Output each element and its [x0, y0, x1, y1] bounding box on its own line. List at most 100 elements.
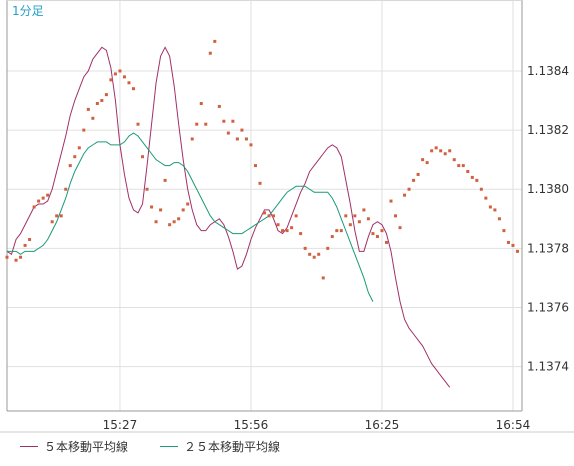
price-point — [303, 246, 307, 250]
price-point — [213, 39, 217, 43]
price-point — [290, 226, 294, 230]
y-tick-label: 1.1376 — [527, 301, 569, 315]
price-point — [493, 208, 497, 212]
price-point — [263, 211, 266, 215]
price-point — [380, 229, 384, 233]
price-point — [403, 193, 407, 197]
price-point — [154, 220, 158, 224]
price-point — [118, 69, 122, 73]
chart-title: 1分足 — [12, 4, 44, 18]
price-point — [326, 246, 330, 250]
price-point — [77, 146, 81, 150]
y-tick-label: 1.1384 — [527, 64, 569, 78]
price-point — [488, 205, 492, 209]
price-point — [497, 217, 501, 221]
price-point — [502, 229, 506, 233]
price-point — [511, 243, 515, 247]
price-point — [141, 155, 145, 159]
price-point — [267, 214, 271, 218]
price-point — [448, 149, 452, 153]
y-tick-label: 1.1380 — [527, 182, 569, 196]
price-point — [235, 137, 239, 141]
price-point — [312, 255, 316, 259]
price-point — [95, 101, 99, 105]
price-point — [244, 137, 248, 141]
price-point — [104, 93, 108, 97]
price-point — [109, 78, 113, 82]
price-point — [163, 178, 167, 182]
price-point — [452, 158, 456, 162]
price-point — [258, 181, 262, 185]
price-point — [5, 255, 9, 259]
price-point — [506, 240, 510, 244]
price-point — [412, 178, 416, 182]
price-point — [353, 214, 357, 218]
price-point — [461, 164, 465, 168]
price-point — [475, 178, 479, 182]
price-point — [14, 258, 18, 262]
legend-swatch-ma5 — [20, 446, 38, 447]
price-point — [136, 122, 140, 126]
legend: ５本移動平均線 ２５本移動平均線 — [0, 438, 574, 458]
price-point — [82, 128, 86, 132]
price-point — [190, 137, 194, 141]
price-point — [222, 119, 226, 123]
price-point — [317, 252, 321, 256]
price-point — [276, 223, 280, 227]
price-point — [68, 164, 72, 168]
price-point — [321, 276, 325, 280]
price-point — [73, 155, 77, 159]
price-point — [127, 81, 131, 85]
price-point — [339, 229, 343, 233]
price-point — [479, 187, 483, 191]
price-point — [416, 172, 420, 176]
price-point — [421, 158, 425, 162]
price-point — [150, 205, 154, 209]
price-point — [470, 175, 474, 179]
price-point — [439, 149, 443, 153]
price-point — [362, 208, 366, 212]
price-point — [366, 217, 370, 221]
price-point — [19, 255, 23, 259]
price-point — [394, 214, 398, 218]
y-tick-label: 1.1382 — [527, 123, 569, 137]
price-point — [375, 235, 379, 239]
price-point — [159, 208, 163, 212]
x-tick-label: 15:56 — [234, 418, 269, 432]
price-point — [145, 187, 149, 191]
price-point — [389, 199, 393, 203]
price-point — [335, 229, 339, 233]
price-point — [231, 119, 235, 123]
legend-item-ma5: ５本移動平均線 — [20, 438, 128, 455]
price-point — [186, 202, 190, 206]
price-point — [249, 143, 253, 147]
price-point — [37, 199, 41, 203]
price-point — [371, 232, 375, 236]
price-point — [100, 99, 104, 103]
price-point — [199, 101, 203, 105]
y-tick-label: 1.1374 — [527, 360, 569, 374]
price-point — [41, 196, 45, 200]
price-point — [91, 116, 95, 120]
price-point — [240, 128, 244, 132]
price-point — [168, 223, 172, 227]
price-point — [181, 208, 185, 212]
ma5-line — [6, 46, 451, 388]
x-tick-label: 15:27 — [103, 418, 138, 432]
price-point — [113, 72, 117, 76]
price-point — [457, 164, 461, 168]
price-point — [344, 214, 348, 218]
ma25-line — [7, 132, 374, 302]
price-point — [64, 187, 68, 191]
price-point — [208, 51, 212, 55]
price-point — [294, 214, 298, 218]
price-point — [330, 235, 334, 239]
price-point — [299, 232, 303, 236]
price-point — [23, 243, 27, 247]
price-point — [177, 217, 181, 221]
x-tick-label: 16:54 — [496, 418, 531, 432]
price-point — [46, 193, 50, 197]
price-point — [253, 164, 257, 168]
price-point — [226, 131, 230, 135]
